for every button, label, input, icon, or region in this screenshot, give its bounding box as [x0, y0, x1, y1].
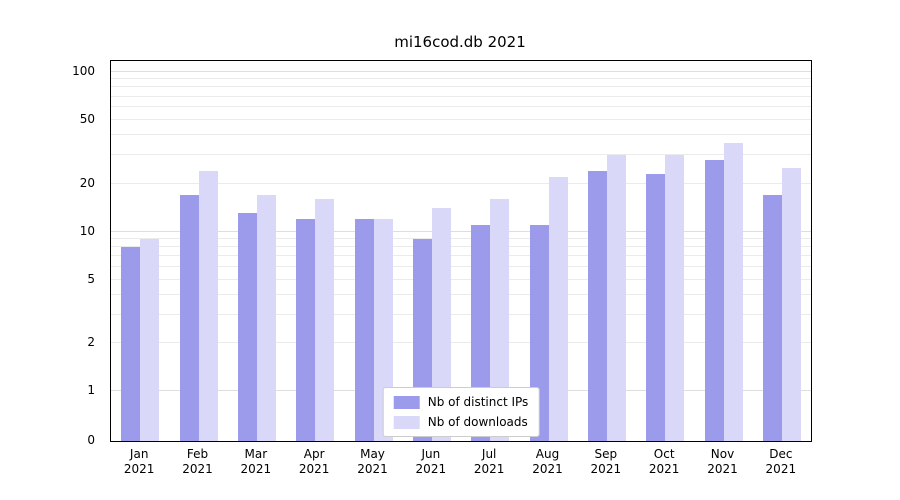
x-tick-year: 2021 — [123, 462, 155, 476]
plot-area: Nb of distinct IPs Nb of downloads — [110, 60, 812, 442]
gridline — [111, 313, 811, 315]
gridline — [111, 293, 811, 295]
x-tick-year: 2021 — [357, 462, 388, 476]
bar-distinct-ips-oct — [646, 173, 666, 441]
x-tick-month: Jun — [421, 447, 441, 461]
bar-distinct-ips-feb — [179, 194, 199, 441]
x-tick-label-apr: Apr 2021 — [284, 447, 344, 477]
x-tick-label-dec: Dec 2021 — [751, 447, 811, 477]
x-tick-month: Apr — [303, 447, 325, 461]
bar-downloads-dec — [781, 168, 801, 441]
y-tick-label-2: 2 — [87, 335, 95, 349]
bar-distinct-ips-aug — [529, 224, 549, 441]
x-tick-label-aug: Aug 2021 — [518, 447, 578, 477]
bar-downloads-oct — [665, 155, 685, 441]
y-tick-label-20: 20 — [79, 175, 95, 190]
legend-swatch-distinct-ips — [393, 395, 420, 409]
x-tick-year: 2021 — [707, 462, 738, 476]
x-tick-month: Nov — [710, 447, 735, 461]
x-tick-month: Sep — [594, 447, 618, 461]
gridline — [111, 182, 811, 184]
x-tick-label-may: May 2021 — [343, 447, 403, 477]
x-tick-year: 2021 — [648, 462, 680, 476]
gridline — [111, 237, 811, 239]
bar-downloads-jan — [140, 238, 160, 441]
legend-item-distinct-ips: Nb of distinct IPs — [393, 395, 529, 409]
gridline — [111, 71, 811, 72]
x-tick-year: 2021 — [590, 462, 622, 476]
y-tick-label-50: 50 — [79, 112, 95, 127]
bar-downloads-jul — [490, 198, 510, 441]
x-tick-month: Aug — [535, 447, 560, 461]
bar-distinct-ips-sep — [587, 170, 607, 441]
x-tick-label-jul: Jul 2021 — [459, 447, 519, 477]
bar-downloads-feb — [198, 170, 218, 441]
x-tick-month: Jul — [481, 447, 497, 461]
x-tick-label-oct: Oct 2021 — [634, 447, 694, 477]
legend-swatch-downloads — [393, 415, 420, 429]
x-tick-year: 2021 — [240, 462, 272, 476]
gridline — [111, 86, 811, 88]
bar-distinct-ips-dec — [762, 194, 782, 441]
bar-distinct-ips-nov — [704, 160, 724, 441]
legend-item-downloads: Nb of downloads — [393, 415, 529, 429]
bar-downloads-sep — [606, 155, 626, 441]
gridline — [111, 95, 811, 97]
y-tick-label-5: 5 — [87, 271, 95, 286]
y-axis-labels: 0 1 2 5 10 20 50 100 — [0, 60, 103, 447]
x-tick-month: Oct — [653, 447, 675, 461]
legend-label-distinct-ips: Nb of distinct IPs — [427, 395, 529, 409]
x-tick-year: 2021 — [532, 462, 563, 476]
gridline — [111, 278, 811, 280]
x-tick-year: 2021 — [415, 462, 447, 476]
chart-title: mi16cod.db 2021 — [394, 33, 526, 51]
x-tick-month: Jan — [129, 447, 149, 461]
x-tick-month: Mar — [244, 447, 268, 461]
x-tick-month: Feb — [186, 447, 209, 461]
y-tick-label-0: 0 — [87, 433, 95, 447]
legend: Nb of distinct IPs Nb of downloads — [382, 387, 540, 437]
x-tick-year: 2021 — [765, 462, 797, 476]
bar-downloads-nov — [723, 142, 743, 441]
bar-downloads-apr — [315, 198, 335, 441]
x-tick-month: Dec — [769, 447, 793, 461]
gridline — [111, 342, 811, 343]
gridline — [111, 255, 811, 257]
x-tick-year: 2021 — [473, 462, 505, 476]
x-tick-label-feb: Feb 2021 — [168, 447, 228, 477]
x-tick-label-jun: Jun 2021 — [401, 447, 461, 477]
gridline — [111, 119, 811, 121]
gridline — [111, 134, 811, 136]
bar-distinct-ips-jul — [471, 224, 491, 441]
gridline — [111, 265, 811, 267]
legend-label-downloads: Nb of downloads — [427, 415, 528, 429]
gridline — [111, 154, 811, 156]
bar-downloads-aug — [548, 176, 568, 441]
y-tick-label-100: 100 — [72, 64, 95, 78]
gridline — [111, 245, 811, 247]
x-tick-year: 2021 — [182, 462, 213, 476]
bar-distinct-ips-mar — [237, 213, 257, 441]
bars — [111, 61, 811, 441]
gridline — [111, 230, 811, 232]
y-tick-label-1: 1 — [87, 383, 95, 397]
bar-distinct-ips-apr — [296, 218, 316, 441]
x-axis-labels: Jan 2021 Feb 2021 Mar 2021 Apr 2021 May 2021 Jun 20… — [110, 447, 810, 487]
bar-downloads-jun — [431, 208, 451, 441]
x-tick-year: 2021 — [298, 462, 330, 476]
bar-downloads-mar — [256, 194, 276, 441]
bar-downloads-may — [373, 218, 393, 441]
x-tick-label-mar: Mar 2021 — [226, 447, 286, 477]
bar-distinct-ips-may — [354, 218, 374, 441]
bar-distinct-ips-jan — [121, 246, 141, 441]
gridline — [111, 106, 811, 108]
x-tick-label-nov: Nov 2021 — [693, 447, 753, 477]
y-tick-label-10: 10 — [79, 223, 95, 238]
gridline — [111, 78, 811, 80]
x-tick-label-jan: Jan 2021 — [109, 447, 169, 477]
x-tick-label-sep: Sep 2021 — [576, 447, 636, 477]
x-tick-month: May — [360, 447, 385, 461]
